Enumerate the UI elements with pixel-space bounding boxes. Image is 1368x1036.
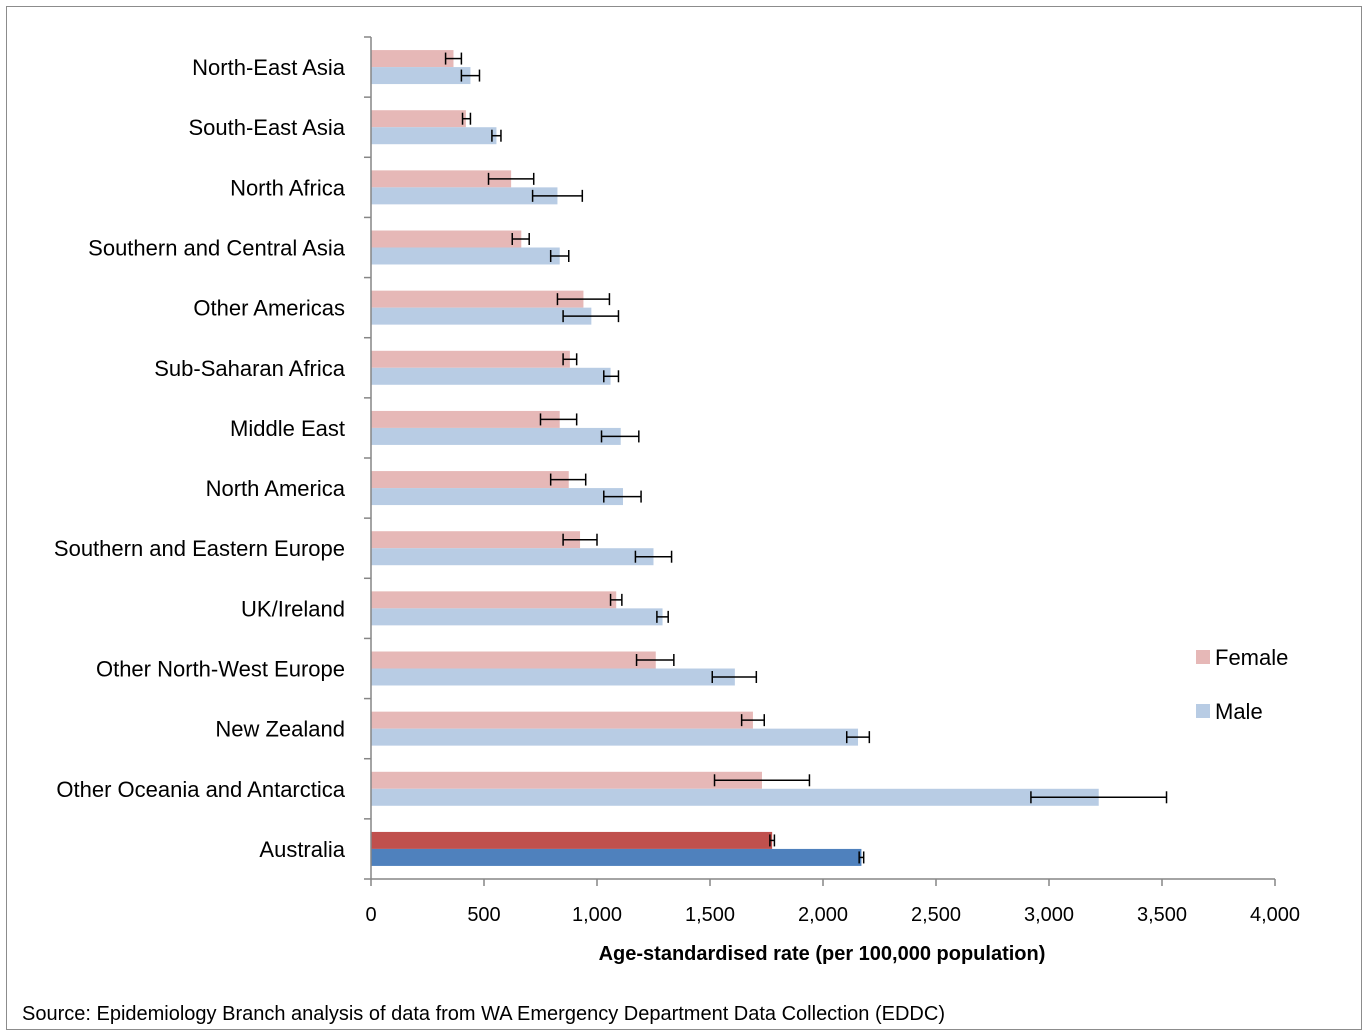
female-error-bar-australia xyxy=(769,834,776,847)
male-error-bar-southern-and-eastern-europe xyxy=(634,550,673,563)
x-axis-title: Age-standardised rate (per 100,000 popul… xyxy=(599,943,1046,965)
female-bar-south-east-asia xyxy=(371,110,466,128)
female-bar-southern-and-central-asia xyxy=(371,230,522,248)
source-note: Source: Epidemiology Branch analysis of … xyxy=(22,1003,945,1025)
category-label-other-north-west-europe: Other North-West Europe xyxy=(96,657,345,682)
male-error-bar-north-africa xyxy=(531,189,584,202)
male-bar-middle-east xyxy=(371,427,621,445)
female-error-bar-middle-east xyxy=(539,413,578,426)
male-error-bar-north-east-asia xyxy=(460,69,481,82)
x-tick-label-2500: 2,500 xyxy=(911,904,961,926)
category-label-sub-saharan-africa: Sub-Saharan Africa xyxy=(154,356,346,381)
legend-swatch-female xyxy=(1196,650,1210,664)
axes-layer: North-East Asia South-East Asia North Afri… xyxy=(54,36,1300,926)
female-bar-north-east-asia xyxy=(371,50,454,68)
female-bar-australia xyxy=(371,831,773,849)
female-bar-north-america xyxy=(371,471,569,489)
male-bar-south-east-asia xyxy=(371,127,497,145)
female-bar-north-africa xyxy=(371,170,512,188)
male-bar-north-africa xyxy=(371,187,558,205)
x-tick-label-4000: 4,000 xyxy=(1250,904,1300,926)
x-tick-label-0: 0 xyxy=(365,904,376,926)
legend-label-male: Male xyxy=(1215,699,1263,724)
female-error-bar-north-africa xyxy=(487,172,535,185)
male-error-bar-middle-east xyxy=(600,430,640,443)
female-bar-other-oceania-and-antarctica xyxy=(371,771,762,789)
x-tick-label-3500: 3,500 xyxy=(1137,904,1187,926)
male-error-bar-southern-and-central-asia xyxy=(549,250,570,262)
male-bar-other-north-west-europe xyxy=(371,668,735,686)
category-label-australia: Australia xyxy=(259,837,345,862)
female-bar-middle-east xyxy=(371,410,560,428)
female-error-bar-north-america xyxy=(549,473,587,486)
category-label-other-americas: Other Americas xyxy=(193,296,345,321)
category-label-north-america: North America xyxy=(206,476,346,501)
male-bar-southern-and-central-asia xyxy=(371,247,560,265)
female-error-bar-new-zealand xyxy=(740,714,765,727)
legend-label-female: Female xyxy=(1215,645,1288,670)
category-label-southern-and-eastern-europe: Southern and Eastern Europe xyxy=(54,536,345,561)
female-error-bar-southern-and-central-asia xyxy=(511,233,530,245)
male-error-bar-other-oceania-and-antarctica xyxy=(1030,791,1168,804)
x-tick-label-1000: 1,000 xyxy=(572,904,622,926)
male-error-bar-new-zealand xyxy=(845,731,871,744)
male-error-bar-other-north-west-europe xyxy=(711,671,758,683)
female-error-bar-other-americas xyxy=(556,293,611,306)
female-error-bar-north-east-asia xyxy=(444,52,463,65)
male-bar-other-oceania-and-antarctica xyxy=(371,788,1099,806)
legend: Female Male xyxy=(1196,645,1288,724)
x-tick-label-1500: 1,500 xyxy=(685,904,735,926)
female-bar-other-north-west-europe xyxy=(371,651,656,669)
category-label-southern-and-central-asia: Southern and Central Asia xyxy=(88,236,346,261)
female-bar-new-zealand xyxy=(371,711,753,729)
category-label-other-oceania-and-antarctica: Other Oceania and Antarctica xyxy=(56,777,345,802)
female-error-bar-uk-ireland xyxy=(609,593,623,606)
male-bar-other-americas xyxy=(371,307,592,325)
male-bar-australia xyxy=(371,848,862,866)
x-tick-label-3000: 3,000 xyxy=(1024,904,1074,926)
male-error-bar-north-america xyxy=(603,490,642,503)
category-label-south-east-asia: South-East Asia xyxy=(188,115,345,140)
female-error-bar-south-east-asia xyxy=(461,112,472,125)
female-error-bar-sub-saharan-africa xyxy=(562,353,578,366)
male-bar-north-america xyxy=(371,488,623,506)
male-bar-southern-and-eastern-europe xyxy=(371,548,654,566)
female-bar-uk-ireland xyxy=(371,591,617,609)
category-label-middle-east: Middle East xyxy=(230,416,345,441)
male-error-bar-australia xyxy=(858,851,865,864)
male-bar-new-zealand xyxy=(371,728,859,746)
male-error-bar-south-east-asia xyxy=(491,129,502,142)
bars-layer xyxy=(371,50,1168,866)
male-error-bar-other-americas xyxy=(562,310,620,323)
male-bar-north-east-asia xyxy=(371,67,471,85)
male-bar-sub-saharan-africa xyxy=(371,367,611,385)
female-bar-sub-saharan-africa xyxy=(371,350,570,368)
female-error-bar-other-north-west-europe xyxy=(635,654,675,666)
category-label-new-zealand: New Zealand xyxy=(215,717,345,742)
category-label-north-africa: North Africa xyxy=(230,175,346,200)
category-label-uk-ireland: UK/Ireland xyxy=(241,596,345,621)
x-tick-label-500: 500 xyxy=(467,904,500,926)
x-tick-label-2000: 2,000 xyxy=(798,904,848,926)
female-bar-other-americas xyxy=(371,290,584,308)
female-error-bar-other-oceania-and-antarctica xyxy=(713,774,811,787)
legend-swatch-male xyxy=(1196,704,1210,718)
female-error-bar-southern-and-eastern-europe xyxy=(562,533,598,546)
category-label-north-east-asia: North-East Asia xyxy=(192,55,346,80)
male-bar-uk-ireland xyxy=(371,608,663,626)
male-error-bar-sub-saharan-africa xyxy=(603,370,620,383)
male-error-bar-uk-ireland xyxy=(656,610,669,623)
female-bar-southern-and-eastern-europe xyxy=(371,531,581,549)
